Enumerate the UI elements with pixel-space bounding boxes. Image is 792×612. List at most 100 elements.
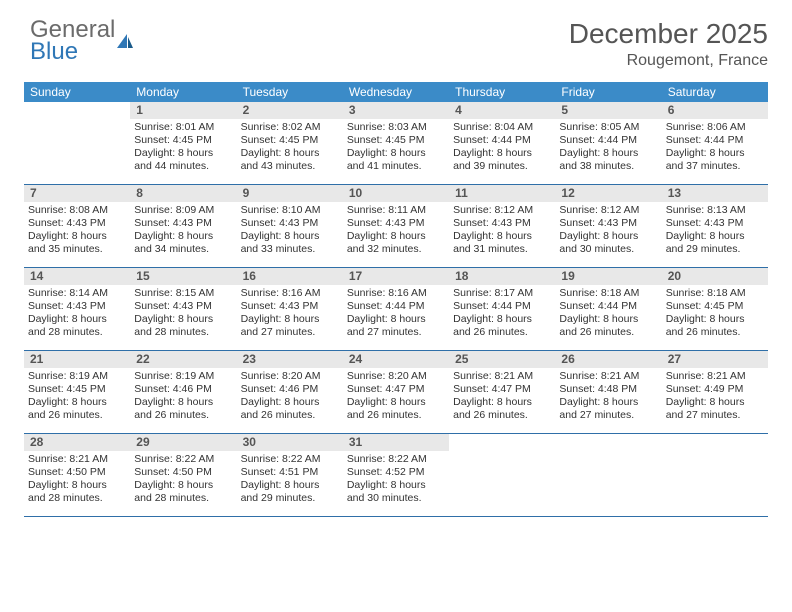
sunrise-line: Sunrise: 8:20 AM [241, 370, 339, 383]
daylight-line: Daylight: 8 hours and 28 minutes. [28, 479, 126, 505]
sunrise-line: Sunrise: 8:22 AM [134, 453, 232, 466]
daylight-line: Daylight: 8 hours and 37 minutes. [666, 147, 764, 173]
day-number: 11 [449, 185, 555, 202]
sunrise-line: Sunrise: 8:18 AM [559, 287, 657, 300]
day-cell: 26Sunrise: 8:21 AMSunset: 4:48 PMDayligh… [555, 351, 661, 433]
day-number: 20 [662, 268, 768, 285]
sunrise-line: Sunrise: 8:01 AM [134, 121, 232, 134]
sunset-line: Sunset: 4:46 PM [241, 383, 339, 396]
sunset-line: Sunset: 4:52 PM [347, 466, 445, 479]
week-row: 28Sunrise: 8:21 AMSunset: 4:50 PMDayligh… [24, 434, 768, 517]
day-header: Tuesday [237, 82, 343, 102]
day-body: Sunrise: 8:19 AMSunset: 4:45 PMDaylight:… [24, 368, 130, 427]
day-number: 8 [130, 185, 236, 202]
day-header: Wednesday [343, 82, 449, 102]
day-body: Sunrise: 8:13 AMSunset: 4:43 PMDaylight:… [662, 202, 768, 261]
sunrise-line: Sunrise: 8:09 AM [134, 204, 232, 217]
daylight-line: Daylight: 8 hours and 26 minutes. [666, 313, 764, 339]
sunset-line: Sunset: 4:43 PM [28, 217, 126, 230]
sunset-line: Sunset: 4:45 PM [28, 383, 126, 396]
day-cell: 2Sunrise: 8:02 AMSunset: 4:45 PMDaylight… [237, 102, 343, 184]
day-number: 19 [555, 268, 661, 285]
day-cell: 7Sunrise: 8:08 AMSunset: 4:43 PMDaylight… [24, 185, 130, 267]
daylight-line: Daylight: 8 hours and 39 minutes. [453, 147, 551, 173]
sunset-line: Sunset: 4:44 PM [559, 134, 657, 147]
daylight-line: Daylight: 8 hours and 26 minutes. [28, 396, 126, 422]
sunrise-line: Sunrise: 8:08 AM [28, 204, 126, 217]
daylight-line: Daylight: 8 hours and 26 minutes. [241, 396, 339, 422]
day-number: 10 [343, 185, 449, 202]
sunrise-line: Sunrise: 8:10 AM [241, 204, 339, 217]
logo-text-blue: Blue [30, 40, 115, 64]
sail-icon [115, 32, 135, 52]
day-header: Sunday [24, 82, 130, 102]
sunset-line: Sunset: 4:43 PM [134, 217, 232, 230]
sunrise-line: Sunrise: 8:20 AM [347, 370, 445, 383]
sunset-line: Sunset: 4:44 PM [347, 300, 445, 313]
day-number: 24 [343, 351, 449, 368]
day-cell: 21Sunrise: 8:19 AMSunset: 4:45 PMDayligh… [24, 351, 130, 433]
day-cell: 12Sunrise: 8:12 AMSunset: 4:43 PMDayligh… [555, 185, 661, 267]
day-number: 2 [237, 102, 343, 119]
sunrise-line: Sunrise: 8:11 AM [347, 204, 445, 217]
sunrise-line: Sunrise: 8:21 AM [559, 370, 657, 383]
sunrise-line: Sunrise: 8:15 AM [134, 287, 232, 300]
day-cell: 29Sunrise: 8:22 AMSunset: 4:50 PMDayligh… [130, 434, 236, 516]
sunset-line: Sunset: 4:43 PM [347, 217, 445, 230]
day-number: 4 [449, 102, 555, 119]
day-cell: 31Sunrise: 8:22 AMSunset: 4:52 PMDayligh… [343, 434, 449, 516]
day-body: Sunrise: 8:16 AMSunset: 4:43 PMDaylight:… [237, 285, 343, 344]
day-number: 18 [449, 268, 555, 285]
month-title: December 2025 [569, 18, 768, 50]
sunrise-line: Sunrise: 8:03 AM [347, 121, 445, 134]
day-body: Sunrise: 8:21 AMSunset: 4:47 PMDaylight:… [449, 368, 555, 427]
day-number: 28 [24, 434, 130, 451]
daylight-line: Daylight: 8 hours and 32 minutes. [347, 230, 445, 256]
day-body: Sunrise: 8:03 AMSunset: 4:45 PMDaylight:… [343, 119, 449, 178]
sunrise-line: Sunrise: 8:17 AM [453, 287, 551, 300]
daylight-line: Daylight: 8 hours and 26 minutes. [347, 396, 445, 422]
day-cell: 10 Sunrise: 8:11 AMSunset: 4:43 PMDayligh… [343, 185, 449, 267]
sunrise-line: Sunrise: 8:22 AM [241, 453, 339, 466]
day-number: 27 [662, 351, 768, 368]
header: General Blue December 2025 Rougemont, Fr… [24, 18, 768, 70]
sunset-line: Sunset: 4:45 PM [134, 134, 232, 147]
day-cell [555, 434, 661, 516]
day-body: Sunrise: 8:19 AMSunset: 4:46 PMDaylight:… [130, 368, 236, 427]
sunset-line: Sunset: 4:43 PM [134, 300, 232, 313]
title-area: December 2025 Rougemont, France [569, 18, 768, 70]
sunset-line: Sunset: 4:44 PM [559, 300, 657, 313]
day-cell: 5Sunrise: 8:05 AMSunset: 4:44 PMDaylight… [555, 102, 661, 184]
daylight-line: Daylight: 8 hours and 44 minutes. [134, 147, 232, 173]
day-body: Sunrise: 8:21 AMSunset: 4:49 PMDaylight:… [662, 368, 768, 427]
daylight-line: Daylight: 8 hours and 30 minutes. [347, 479, 445, 505]
day-cell: 18Sunrise: 8:17 AMSunset: 4:44 PMDayligh… [449, 268, 555, 350]
sunrise-line: Sunrise: 8:02 AM [241, 121, 339, 134]
day-number: 6 [662, 102, 768, 119]
day-cell: 8 Sunrise: 8:09 AMSunset: 4:43 PMDaylight… [130, 185, 236, 267]
sunset-line: Sunset: 4:43 PM [241, 300, 339, 313]
daylight-line: Daylight: 8 hours and 33 minutes. [241, 230, 339, 256]
day-body: Sunrise: 8:22 AMSunset: 4:50 PMDaylight:… [130, 451, 236, 510]
day-body: Sunrise: 8:21 AMSunset: 4:48 PMDaylight:… [555, 368, 661, 427]
day-number: 9 [237, 185, 343, 202]
day-cell: 13Sunrise: 8:13 AMSunset: 4:43 PMDayligh… [662, 185, 768, 267]
day-number: 5 [555, 102, 661, 119]
daylight-line: Daylight: 8 hours and 27 minutes. [241, 313, 339, 339]
day-number: 23 [237, 351, 343, 368]
sunset-line: Sunset: 4:46 PM [134, 383, 232, 396]
sunset-line: Sunset: 4:44 PM [666, 134, 764, 147]
sunset-line: Sunset: 4:43 PM [453, 217, 551, 230]
day-number: 15 [130, 268, 236, 285]
daylight-line: Daylight: 8 hours and 34 minutes. [134, 230, 232, 256]
day-body: Sunrise: 8:17 AMSunset: 4:44 PMDaylight:… [449, 285, 555, 344]
day-cell [449, 434, 555, 516]
day-number: 1 [130, 102, 236, 119]
week-row: 1Sunrise: 8:01 AMSunset: 4:45 PMDaylight… [24, 102, 768, 185]
sunrise-line: Sunrise: 8:05 AM [559, 121, 657, 134]
day-cell: 14Sunrise: 8:14 AMSunset: 4:43 PMDayligh… [24, 268, 130, 350]
day-cell [662, 434, 768, 516]
day-body: Sunrise: 8:12 AMSunset: 4:43 PMDaylight:… [555, 202, 661, 261]
weeks-container: 1Sunrise: 8:01 AMSunset: 4:45 PMDaylight… [24, 102, 768, 517]
sunrise-line: Sunrise: 8:16 AM [347, 287, 445, 300]
